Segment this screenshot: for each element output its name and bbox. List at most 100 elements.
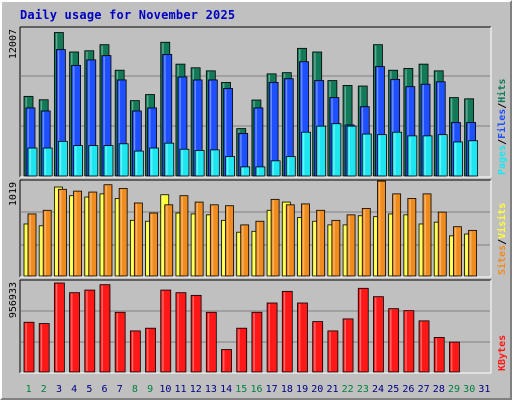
bar-highlight bbox=[75, 192, 77, 275]
bar-pages-day-7 bbox=[118, 143, 129, 177]
bar-highlight bbox=[285, 79, 288, 175]
day-label-18: 18 bbox=[281, 384, 293, 395]
bar-pages-day-4 bbox=[73, 145, 83, 177]
bar-highlight bbox=[151, 149, 153, 175]
bar-highlight bbox=[359, 216, 362, 275]
day-label-31: 31 bbox=[478, 384, 490, 395]
bar-highlight bbox=[333, 221, 335, 275]
bar-highlight bbox=[44, 149, 47, 175]
bar-highlight bbox=[166, 144, 168, 175]
bar-pages-day-24 bbox=[377, 134, 387, 177]
bar-highlight bbox=[101, 285, 103, 371]
bar-highlight bbox=[223, 221, 225, 275]
bar-highlight bbox=[318, 211, 320, 275]
bar-kbytes-day-17 bbox=[266, 302, 278, 373]
bar-highlight bbox=[120, 189, 123, 275]
bar-highlight bbox=[227, 206, 229, 275]
bar-sites-day-10 bbox=[164, 204, 174, 277]
bar-highlight bbox=[314, 322, 316, 371]
bar-highlight bbox=[181, 196, 183, 275]
bar-kbytes-day-6 bbox=[99, 284, 111, 373]
bar-highlight bbox=[268, 303, 270, 371]
bar-highlight bbox=[25, 224, 27, 275]
bar-pages-day-27 bbox=[422, 135, 433, 177]
bar-pages-day-19 bbox=[301, 131, 311, 177]
bar-highlight bbox=[300, 62, 303, 175]
bar-highlight bbox=[59, 190, 62, 275]
bar-sites-day-18 bbox=[285, 204, 295, 277]
bar-kbytes-day-16 bbox=[251, 311, 263, 373]
day-label-15: 15 bbox=[235, 384, 247, 395]
bar-pages-day-13 bbox=[209, 149, 220, 177]
bar-highlight bbox=[242, 225, 244, 275]
bar-highlight bbox=[272, 200, 274, 275]
day-label-7: 7 bbox=[117, 384, 123, 395]
bar-kbytes-day-2 bbox=[38, 323, 50, 373]
bar-highlight bbox=[75, 146, 77, 175]
bar-highlight bbox=[363, 209, 366, 275]
legend-hits-files-pages: Pages/Files/Hits bbox=[496, 79, 508, 175]
bar-pages-day-15 bbox=[240, 166, 251, 177]
bar-sites-day-15 bbox=[240, 224, 250, 277]
max-value-label-kbytes: 956933 bbox=[8, 282, 19, 318]
bar-highlight bbox=[450, 236, 453, 275]
legend-separator: / bbox=[497, 239, 508, 245]
bar-kbytes-day-8 bbox=[129, 330, 141, 373]
bar-pages-day-26 bbox=[407, 135, 418, 177]
bar-highlight bbox=[470, 141, 472, 175]
bar-highlight bbox=[149, 108, 151, 175]
bar-highlight bbox=[131, 221, 134, 275]
bar-pages-day-2 bbox=[42, 147, 53, 177]
bar-sites-day-2 bbox=[42, 209, 52, 277]
legend-item-pages: Pages bbox=[497, 145, 508, 175]
bar-highlight bbox=[298, 303, 301, 371]
bar-kbytes-day-5 bbox=[84, 289, 96, 373]
bar-highlight bbox=[211, 205, 214, 275]
bar-kbytes-day-12 bbox=[190, 294, 202, 373]
bar-pages-day-12 bbox=[194, 150, 205, 177]
bar-kbytes-day-11 bbox=[175, 292, 187, 373]
bar-sites-day-5 bbox=[88, 191, 98, 277]
day-label-26: 26 bbox=[402, 384, 414, 395]
bar-highlight bbox=[405, 311, 407, 371]
bar-highlight bbox=[348, 215, 350, 275]
bar-sites-day-22 bbox=[346, 214, 356, 277]
chart-title: Daily usage for November 2025 bbox=[20, 8, 236, 22]
day-label-14: 14 bbox=[220, 384, 232, 395]
bar-highlight bbox=[466, 235, 468, 275]
bar-sites-day-16 bbox=[255, 220, 265, 277]
bar-highlight bbox=[29, 149, 31, 175]
bar-highlight bbox=[90, 193, 92, 275]
bar-highlight bbox=[207, 215, 210, 275]
bar-highlight bbox=[105, 146, 107, 175]
bar-highlight bbox=[238, 233, 240, 275]
bar-highlight bbox=[179, 77, 181, 175]
bar-kbytes-day-25 bbox=[388, 308, 400, 373]
bar-highlight bbox=[238, 329, 240, 371]
bar-highlight bbox=[196, 203, 199, 275]
bar-highlight bbox=[424, 136, 426, 175]
bar-highlight bbox=[196, 151, 199, 175]
day-label-24: 24 bbox=[372, 384, 384, 395]
bar-pages-day-3 bbox=[57, 140, 68, 177]
bar-pages-day-21 bbox=[331, 123, 342, 177]
bar-highlight bbox=[268, 211, 270, 275]
bar-highlight bbox=[422, 85, 424, 175]
bar-highlight bbox=[394, 133, 396, 175]
bar-highlight bbox=[435, 223, 438, 275]
bar-highlight bbox=[164, 55, 166, 175]
bar-kbytes-day-14 bbox=[221, 349, 232, 373]
bar-highlight bbox=[376, 67, 379, 175]
bar-pages-day-28 bbox=[437, 134, 448, 177]
bar-highlight bbox=[120, 144, 123, 175]
bar-highlight bbox=[209, 80, 212, 175]
bar-highlight bbox=[454, 142, 457, 175]
bar-highlight bbox=[151, 214, 153, 275]
legend-separator: / bbox=[497, 103, 508, 109]
bar-highlight bbox=[162, 291, 164, 371]
bar-pages-day-8 bbox=[133, 150, 144, 177]
bar-highlight bbox=[253, 232, 255, 275]
bar-highlight bbox=[133, 111, 136, 175]
bar-highlight bbox=[227, 157, 229, 175]
bar-highlight bbox=[105, 185, 107, 275]
